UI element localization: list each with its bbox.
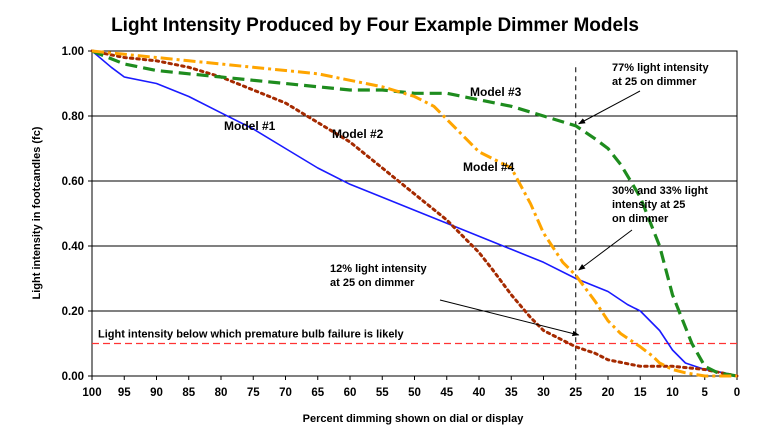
annotations: 77% light intensity at 25 on dimmer 30% an… xyxy=(330,62,709,337)
reference-lines: Light intensity below which premature bu… xyxy=(92,67,737,376)
x-tick-label: 55 xyxy=(376,387,389,399)
y-tick-label: 0.20 xyxy=(62,306,84,318)
annotation-line: 30% and 33% light xyxy=(612,185,708,197)
series-lines xyxy=(90,49,739,378)
x-tick-label: 0 xyxy=(734,387,740,399)
annotation-line: 12% light intensity xyxy=(330,263,427,275)
x-tick-label: 5 xyxy=(702,387,709,399)
series-label-model-3: Model #3 xyxy=(470,85,522,99)
annotation-arrow-1 xyxy=(578,90,641,125)
annotation-line: at 25 on dimmer xyxy=(330,277,415,289)
x-tick-label: 10 xyxy=(666,387,679,399)
x-tick-label: 25 xyxy=(569,387,582,399)
series-label-model-4: Model #4 xyxy=(463,160,515,174)
annotation-line: intensity at 25 xyxy=(612,199,685,211)
annotation-arrow-3 xyxy=(439,299,580,337)
series-line-model-3 xyxy=(91,49,738,378)
x-tick-label: 85 xyxy=(182,387,195,399)
x-tick-label: 50 xyxy=(408,387,421,399)
series-label-model-2: Model #2 xyxy=(332,127,384,141)
gridlines xyxy=(88,50,738,380)
y-tick-label: 0.60 xyxy=(62,176,84,188)
series-line-model-1 xyxy=(91,50,738,377)
annotation-1: 77% light intensity at 25 on dimmer xyxy=(612,62,709,88)
x-tick-label: 45 xyxy=(440,387,453,399)
annotation-line: at 25 on dimmer xyxy=(612,76,697,88)
x-tick-label: 30 xyxy=(537,387,550,399)
x-tick-label: 70 xyxy=(279,387,292,399)
x-tick-label: 90 xyxy=(150,387,163,399)
x-tick-label: 65 xyxy=(311,387,324,399)
x-tick-label: 75 xyxy=(247,387,260,399)
series-label-model-1: Model #1 xyxy=(224,119,276,133)
x-tick-label: 100 xyxy=(82,387,101,399)
x-tick-label: 20 xyxy=(602,387,615,399)
x-tick-label: 35 xyxy=(505,387,518,399)
x-tick-label: 95 xyxy=(118,387,131,399)
failure-threshold-label: Light intensity below which premature bu… xyxy=(98,329,404,341)
y-tick-label: 1.00 xyxy=(62,46,84,58)
series-line-model-4 xyxy=(91,49,737,378)
y-tick-label: 0.80 xyxy=(62,111,84,123)
annotation-arrow-2 xyxy=(578,229,633,271)
annotation-3: 12% light intensity at 25 on dimmer xyxy=(330,263,427,289)
annotation-line: on dimmer xyxy=(612,213,669,225)
x-tick-label: 15 xyxy=(634,387,647,399)
x-tick-label: 40 xyxy=(473,387,486,399)
x-tick-label: 60 xyxy=(344,387,357,399)
y-tick-label: 0.00 xyxy=(62,371,84,383)
series-labels: Model #1 Model #2 Model #3 Model #4 xyxy=(224,85,522,174)
annotation-2: 30% and 33% light intensity at 25 on dimme… xyxy=(612,185,708,225)
x-tick-label: 80 xyxy=(215,387,228,399)
annotation-line: 77% light intensity xyxy=(612,62,709,74)
chart-title: Light Intensity Produced by Four Example… xyxy=(111,15,639,36)
x-axis-label: Percent dimming shown on dial or display xyxy=(303,413,525,425)
y-tick-label: 0.40 xyxy=(62,241,84,253)
y-axis-label: Light intensity in footcandles (fc) xyxy=(31,126,43,299)
